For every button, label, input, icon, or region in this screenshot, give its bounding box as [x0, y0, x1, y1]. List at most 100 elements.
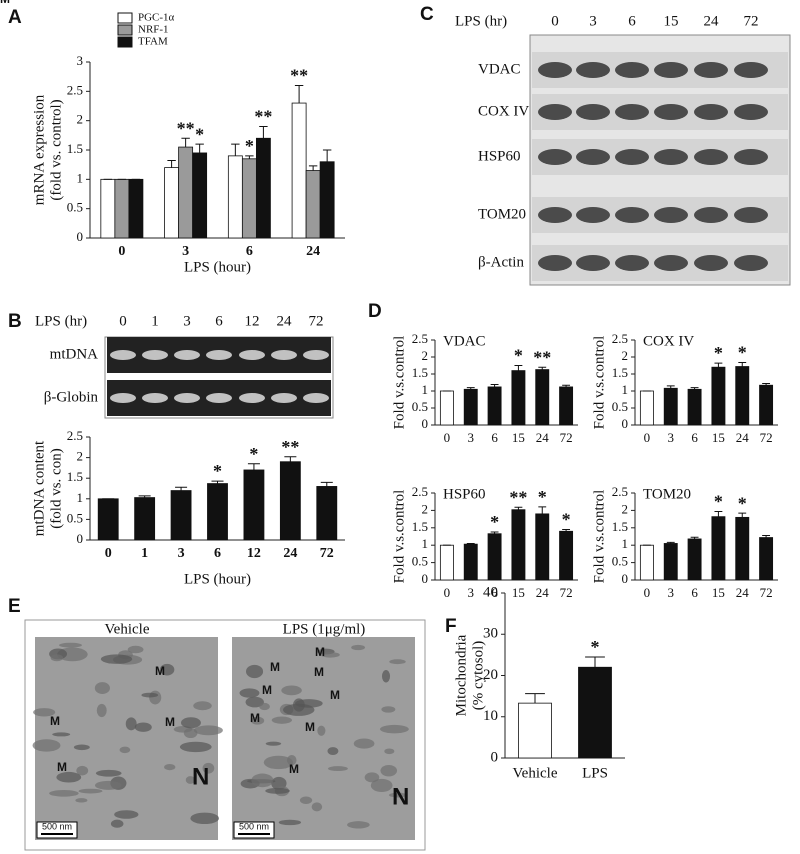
band	[734, 255, 768, 271]
y-tick-label: 1.5	[612, 365, 628, 380]
x-tick-label: 24	[536, 585, 550, 600]
band	[142, 393, 168, 403]
y-tick-label: 1	[622, 382, 629, 397]
blot-header: LPS (hr)	[455, 13, 507, 29]
band	[734, 104, 768, 120]
error-bar	[738, 361, 747, 367]
band	[654, 104, 688, 120]
bar	[578, 666, 612, 759]
error-bar	[245, 155, 254, 159]
error-bar	[175, 486, 188, 491]
y-tick-label: 1	[77, 490, 84, 505]
band	[110, 393, 136, 403]
x-tick-label: 72	[560, 585, 573, 600]
organelle	[32, 739, 61, 752]
organelle	[246, 664, 264, 679]
bar	[535, 513, 550, 581]
y-tick-label: 1	[622, 536, 629, 551]
nucleus-label: N	[192, 763, 209, 790]
y-tick-label: 2.5	[412, 331, 428, 346]
x-axis-label: LPS (hour)	[184, 571, 251, 587]
organelle	[381, 670, 391, 683]
error-bar	[466, 542, 475, 545]
band	[303, 393, 329, 403]
panel-letter: D	[368, 301, 382, 322]
y-tick-label: 2	[422, 348, 429, 363]
organelle	[110, 819, 124, 828]
band	[615, 207, 649, 223]
bar	[487, 386, 502, 426]
row-label: β-Globin	[44, 389, 99, 405]
error-bar	[490, 384, 499, 387]
x-tick-label: LPS	[582, 765, 608, 781]
micrograph	[35, 637, 218, 840]
error-bar	[231, 143, 240, 156]
y-tick-label: 1	[422, 382, 429, 397]
bar	[305, 170, 321, 239]
x-tick-label: 3	[178, 546, 185, 561]
band	[110, 350, 136, 360]
error-bar	[138, 495, 151, 498]
chart-title: TOM20	[643, 486, 691, 502]
y-tick-label: 0.5	[67, 510, 83, 525]
organelle	[149, 690, 162, 705]
band	[576, 255, 610, 271]
organelle	[295, 699, 323, 708]
lane-label: 3	[589, 13, 597, 29]
y-tick-label: 1	[422, 536, 429, 551]
organelle	[364, 772, 380, 783]
error-bar	[284, 456, 297, 462]
row-label: TOM20	[478, 206, 526, 222]
band	[694, 149, 728, 165]
band	[654, 149, 688, 165]
y-axis-label: Mitochondria	[453, 634, 469, 716]
bar	[291, 102, 307, 239]
error-bar	[562, 384, 571, 387]
y-tick-label: 1.5	[412, 365, 428, 380]
organelle	[351, 644, 366, 651]
organelle	[317, 725, 326, 736]
band	[576, 104, 610, 120]
x-tick-label: 12	[247, 546, 261, 561]
row-label: HSP60	[478, 148, 521, 164]
organelle	[328, 766, 348, 772]
bar	[97, 498, 119, 541]
lane-label: 1	[151, 313, 159, 329]
y-tick-label: 30	[483, 626, 498, 642]
significance: *	[490, 512, 499, 532]
panel-letter: C	[420, 4, 434, 25]
x-tick-label: 24	[306, 244, 320, 259]
error-bar	[195, 143, 204, 153]
mito-label: M	[305, 720, 315, 734]
bar	[164, 167, 180, 239]
bar	[511, 370, 526, 426]
x-tick-label: 0	[644, 585, 651, 600]
band	[271, 393, 297, 403]
y-tick-label: 2	[77, 112, 84, 127]
y-axis-label: (% cytosol)	[470, 641, 486, 711]
y-axis-label: Fold v.s.control	[591, 490, 607, 584]
mito-label: M	[270, 660, 280, 674]
error-bar	[738, 512, 747, 518]
error-bar	[714, 510, 723, 517]
lane-label: 0	[551, 13, 559, 29]
significance: *	[514, 346, 523, 366]
bar	[759, 384, 774, 426]
significance: *	[213, 461, 222, 481]
significance: **	[290, 66, 308, 86]
x-tick-label: 3	[468, 430, 475, 445]
error-bar	[585, 656, 605, 668]
y-tick-label: 0	[422, 416, 429, 431]
organelle	[141, 692, 159, 698]
significance: *	[591, 637, 600, 657]
x-tick-label: 72	[760, 585, 773, 600]
bar	[711, 516, 726, 581]
organelle	[271, 716, 292, 724]
x-tick-label: 3	[182, 244, 189, 259]
organelle	[185, 776, 195, 784]
significance: *	[249, 444, 258, 464]
x-tick-label: Vehicle	[513, 765, 558, 781]
x-tick-label: 0	[444, 430, 451, 445]
bar	[227, 155, 243, 239]
